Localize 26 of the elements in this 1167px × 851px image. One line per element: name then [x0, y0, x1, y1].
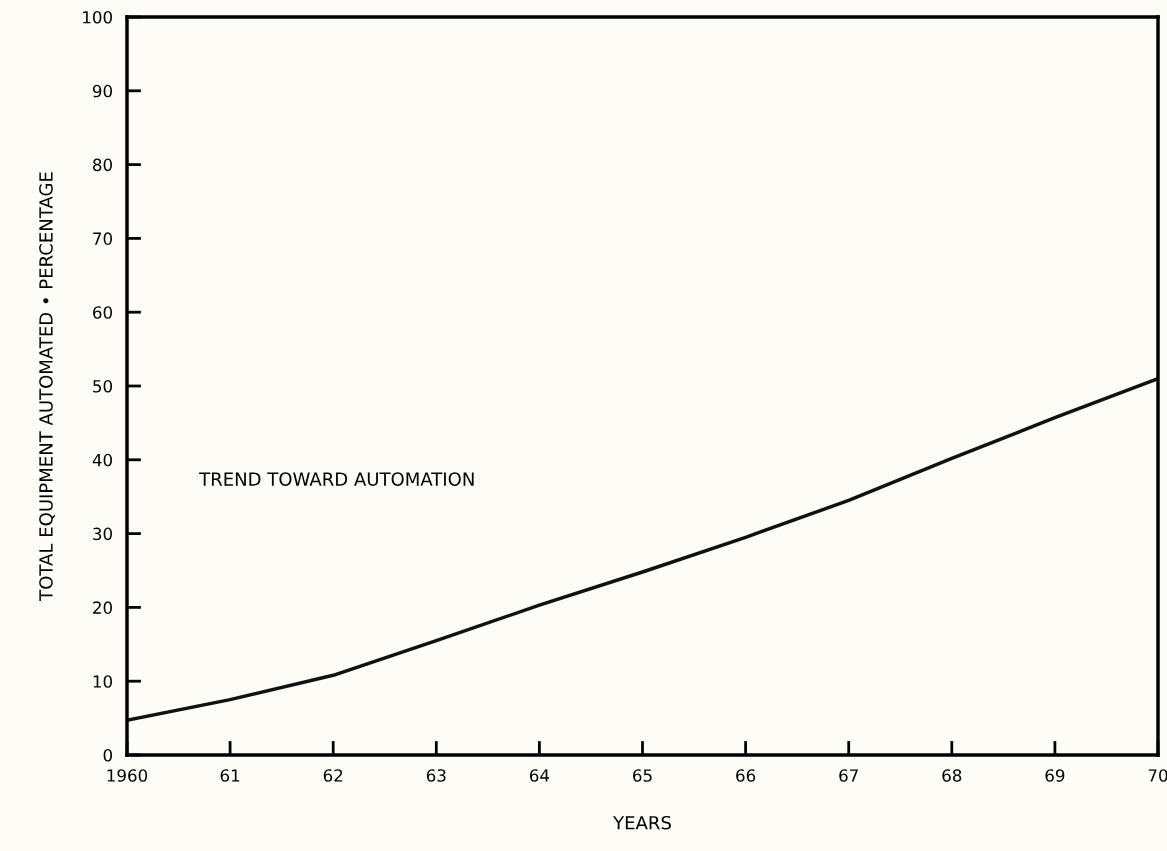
x-tick-label: 62	[323, 769, 343, 782]
x-tick-label: 64	[529, 769, 550, 782]
annotation: TREND TOWARD AUTOMATION	[199, 472, 474, 486]
y-tick-label: 0	[103, 748, 112, 762]
y-tick-label: 30	[93, 527, 112, 541]
x-tick-label: 68	[942, 769, 962, 782]
x-axis-title: YEARS	[613, 815, 671, 830]
y-tick-label: 80	[93, 158, 112, 172]
x-tick-label: 65	[633, 769, 652, 782]
y-tick-label: 10	[93, 675, 112, 688]
x-tick-label: 67	[839, 769, 858, 782]
y-tick-label: 70	[93, 232, 112, 245]
x-tick-label: 1960	[107, 769, 148, 782]
y-tick-label: 50	[93, 379, 112, 393]
x-tick-label: 69	[1045, 769, 1065, 782]
x-tick-label: 63	[426, 769, 446, 782]
x-tick-label: 61	[220, 769, 240, 782]
y-axis-title: TOTAL EQUIPMENT AUTOMATED • PERCENTAGE	[39, 172, 55, 601]
y-tick-label: 100	[83, 10, 112, 24]
y-tick-label: 90	[92, 84, 112, 98]
y-tick-label: 20	[93, 601, 112, 614]
y-tick-label: 40	[92, 453, 112, 467]
x-tick-label: 70	[1148, 769, 1167, 782]
x-tick-label: 66	[736, 769, 756, 782]
y-tick-label: 60	[93, 306, 112, 319]
line-series	[127, 376, 1158, 723]
